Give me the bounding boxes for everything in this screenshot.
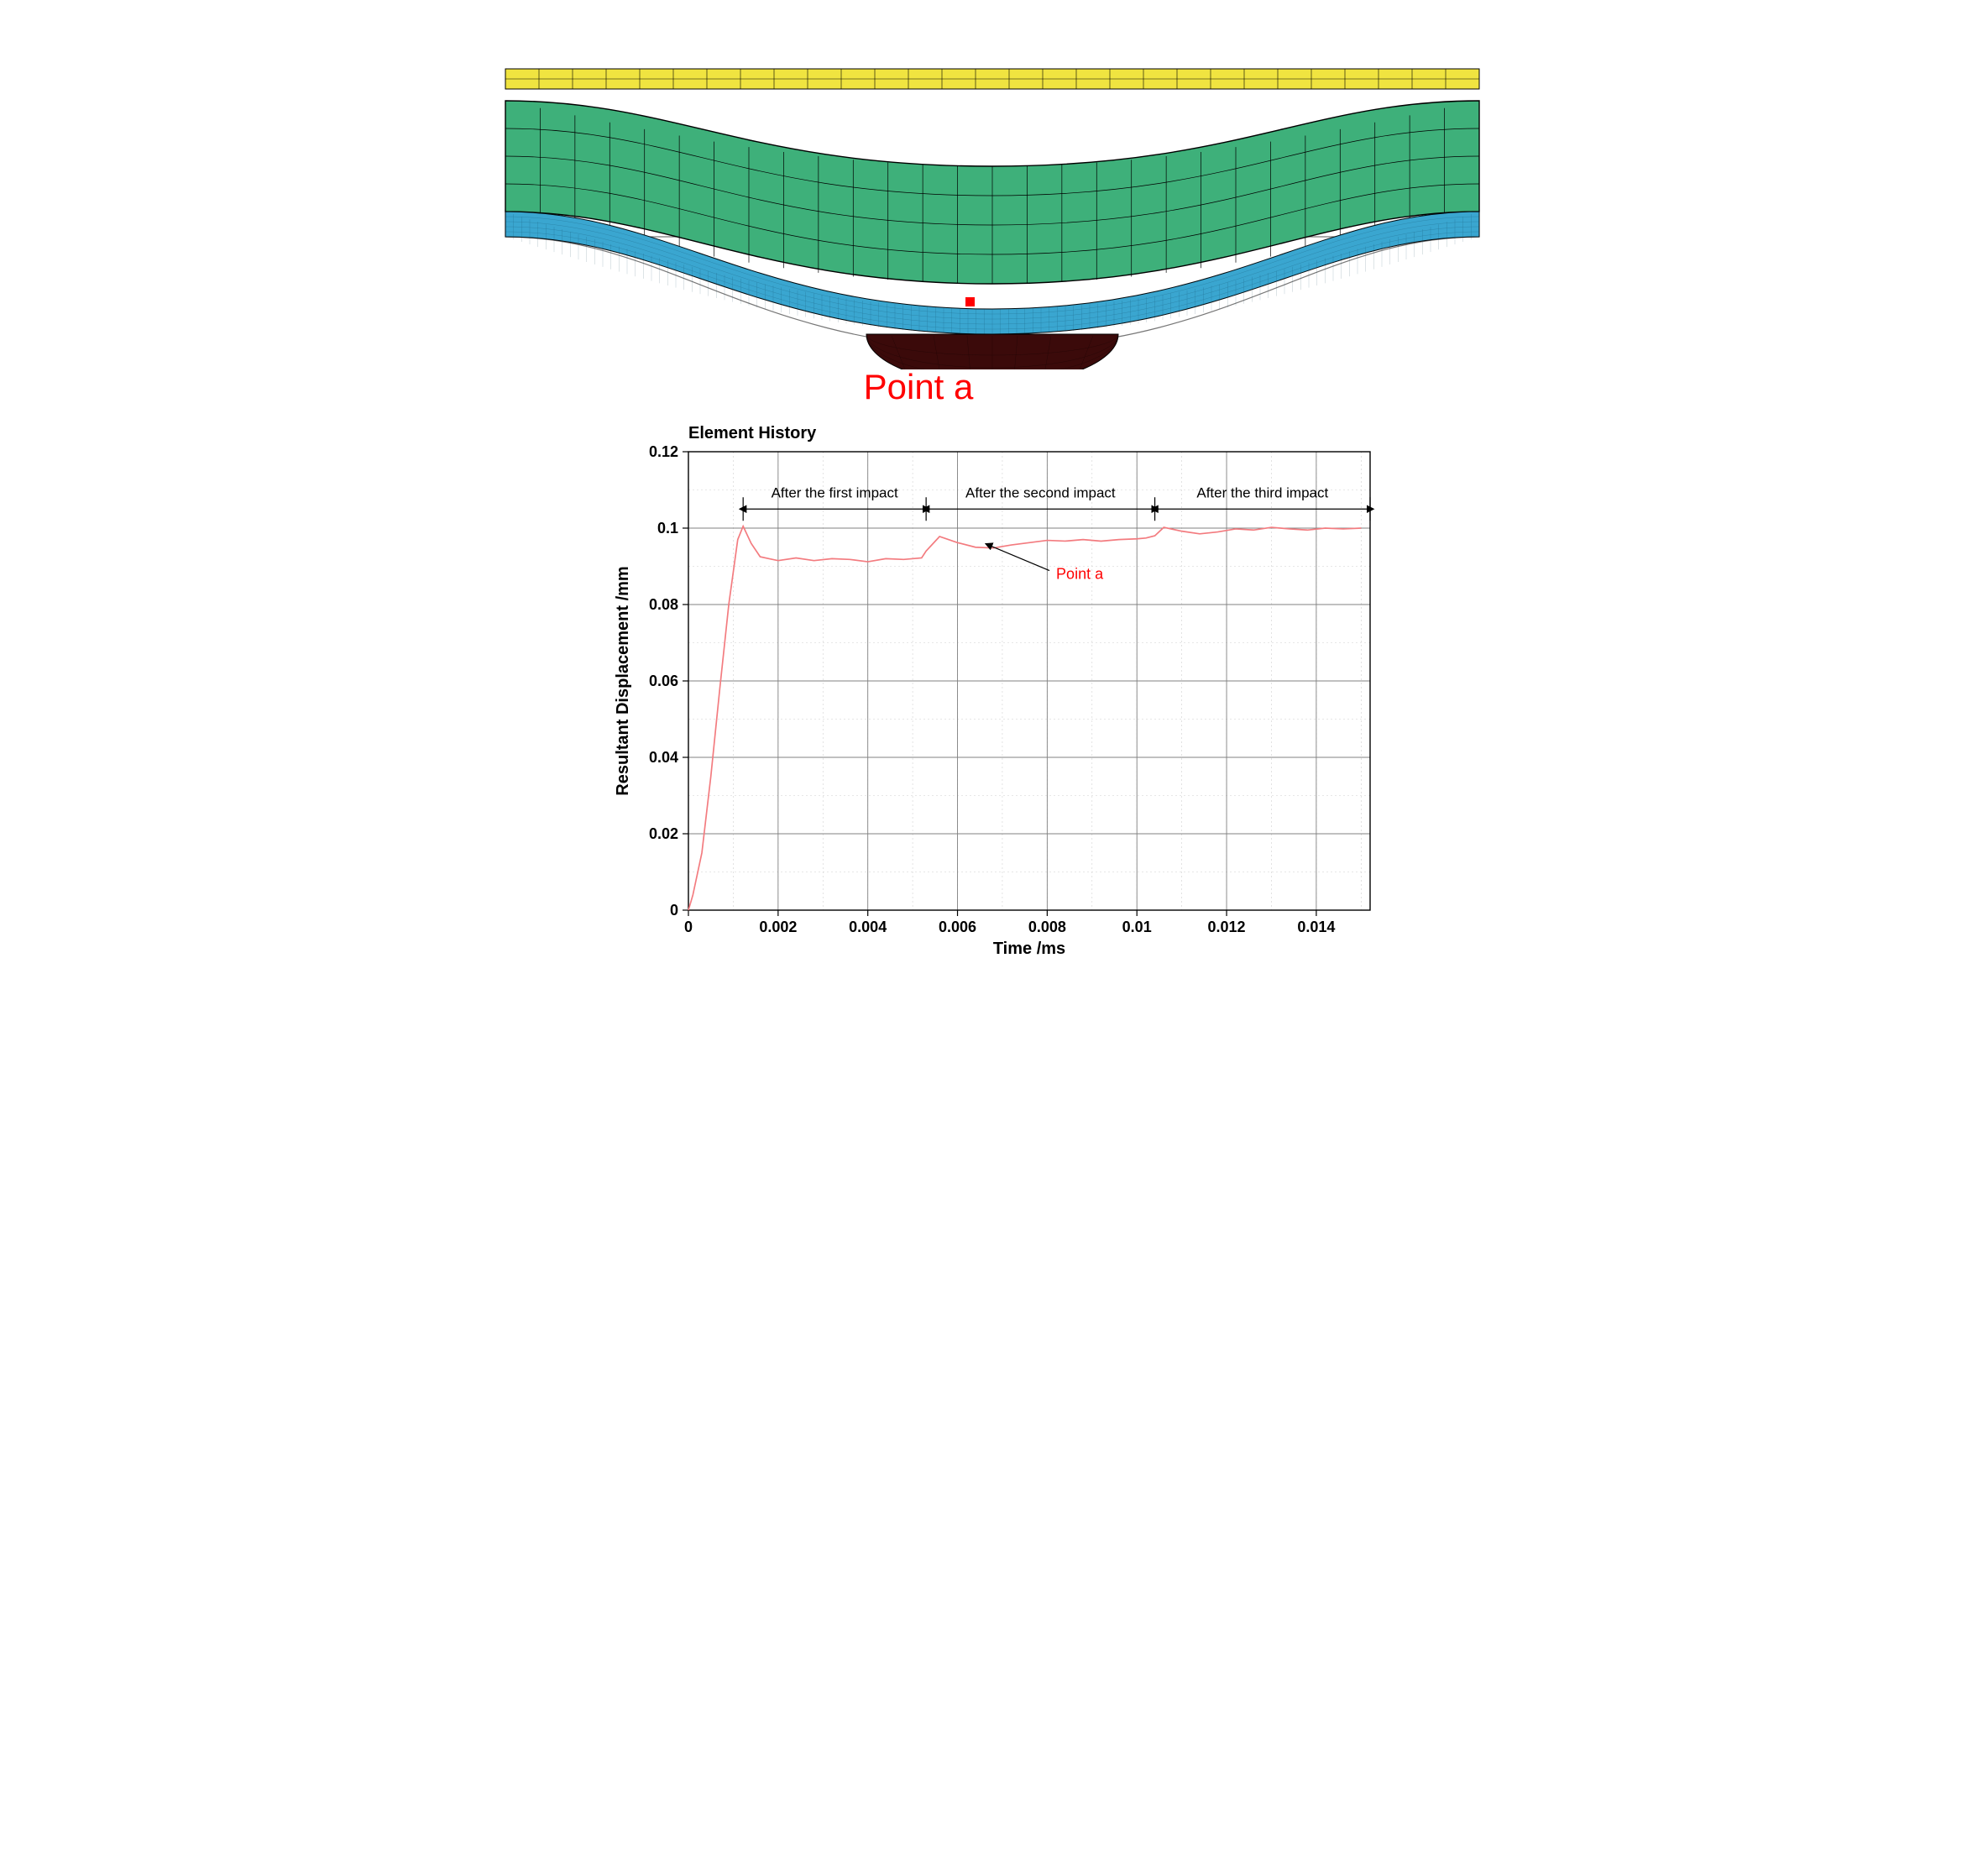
svg-text:0.01: 0.01: [1122, 919, 1152, 935]
svg-text:0.012: 0.012: [1208, 919, 1246, 935]
svg-text:0.08: 0.08: [649, 596, 678, 613]
svg-text:0.02: 0.02: [649, 825, 678, 842]
point-a-label: Point a: [346, 367, 1491, 407]
svg-text:0: 0: [670, 902, 678, 919]
displacement-chart: Element History 0 0.002 0.004 0.006 0.008 0.0…: [608, 424, 1380, 966]
y-axis-label: Resultant Displacement /mm: [614, 566, 632, 795]
svg-text:0: 0: [684, 919, 693, 935]
svg-text:0.12: 0.12: [649, 445, 678, 460]
svg-text:0.1: 0.1: [657, 520, 678, 537]
impact-segment-label: After the third impact: [1196, 484, 1328, 500]
svg-text:0.04: 0.04: [649, 749, 678, 766]
svg-text:0.004: 0.004: [849, 919, 887, 935]
point-a-marker: [965, 297, 975, 306]
fea-svg: [497, 17, 1488, 369]
svg-text:0.002: 0.002: [759, 919, 797, 935]
x-axis-label: Time /ms: [993, 940, 1065, 958]
chart-title: Element History: [688, 424, 1380, 443]
svg-text:0.014: 0.014: [1297, 919, 1335, 935]
chart-svg: 0 0.002 0.004 0.006 0.008 0.01 0.012 0.014 0 0.02…: [608, 445, 1380, 966]
impact-segment-label: After the first impact: [772, 484, 898, 500]
point-a-callout-text: Point a: [1056, 566, 1104, 583]
impact-segment-label: After the second impact: [965, 484, 1116, 500]
svg-text:0.06: 0.06: [649, 673, 678, 689]
svg-text:0.006: 0.006: [939, 919, 976, 935]
fea-cross-section-diagram: Point a: [497, 17, 1491, 407]
svg-text:0.008: 0.008: [1028, 919, 1066, 935]
